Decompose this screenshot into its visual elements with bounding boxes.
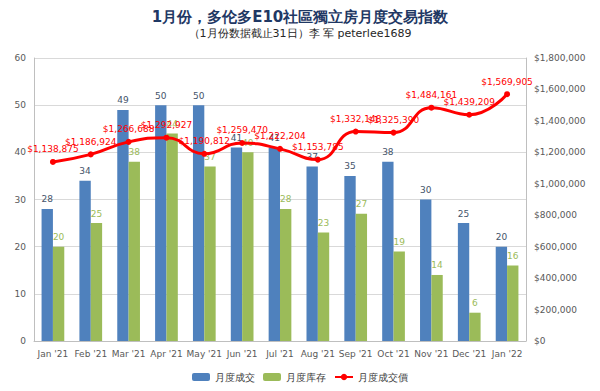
svg-text:30: 30	[420, 185, 432, 195]
svg-text:Sep '21: Sep '21	[339, 349, 373, 359]
svg-text:$1,186,924: $1,186,924	[65, 137, 117, 147]
svg-text:10: 10	[15, 289, 27, 299]
svg-text:Jun '21: Jun '21	[226, 349, 258, 359]
svg-text:40: 40	[15, 147, 27, 157]
svg-text:25: 25	[91, 209, 102, 219]
svg-text:May '21: May '21	[187, 349, 222, 359]
svg-text:Jul '21: Jul '21	[265, 349, 294, 359]
svg-text:60: 60	[15, 53, 27, 63]
svg-text:50: 50	[155, 91, 167, 101]
svg-text:27: 27	[356, 199, 367, 209]
svg-text:0: 0	[20, 336, 26, 346]
svg-text:16: 16	[507, 251, 519, 261]
svg-text:$1,153,785: $1,153,785	[292, 142, 344, 152]
svg-text:37: 37	[204, 152, 216, 162]
svg-text:20: 20	[53, 232, 65, 242]
svg-text:Feb '21: Feb '21	[74, 349, 107, 359]
svg-text:Apr '21: Apr '21	[150, 349, 182, 359]
svg-text:$1,138,875: $1,138,875	[27, 144, 79, 155]
svg-text:$1,400,000: $1,400,000	[534, 116, 586, 126]
svg-text:Dec '21: Dec '21	[452, 349, 486, 359]
svg-text:Oct '21: Oct '21	[377, 349, 409, 359]
svg-text:20: 20	[15, 242, 27, 252]
svg-text:50: 50	[193, 91, 205, 101]
svg-text:19: 19	[393, 237, 405, 247]
svg-text:$800,000: $800,000	[534, 210, 577, 220]
svg-text:Jan '21: Jan '21	[37, 349, 69, 359]
svg-text:$200,000: $200,000	[534, 305, 577, 315]
svg-text:$1,190,812: $1,190,812	[179, 136, 231, 146]
svg-text:$1,332,148: $1,332,148	[329, 114, 382, 125]
svg-text:Jan '22: Jan '22	[491, 349, 523, 359]
svg-text:月度成交: 月度成交	[215, 372, 255, 383]
svg-text:28: 28	[42, 194, 54, 204]
svg-text:50: 50	[15, 100, 27, 110]
svg-text:$1,569,905: $1,569,905	[481, 77, 533, 87]
svg-text:$1,484,161: $1,484,161	[405, 90, 458, 101]
svg-text:$1,325,390: $1,325,390	[368, 115, 420, 125]
svg-text:20: 20	[496, 232, 508, 242]
svg-text:月度成交價: 月度成交價	[358, 372, 408, 383]
svg-text:$0: $0	[534, 336, 546, 346]
svg-text:40: 40	[242, 137, 254, 148]
svg-text:6: 6	[472, 298, 478, 308]
svg-text:38: 38	[382, 147, 394, 157]
svg-text:Mar '21: Mar '21	[112, 349, 146, 359]
svg-text:（1月份数据截止31日）李 军 peterlee1689: （1月份数据截止31日）李 军 peterlee1689	[189, 27, 412, 40]
svg-text:Aug '21: Aug '21	[301, 349, 335, 359]
svg-text:月度库存: 月度库存	[286, 372, 326, 383]
svg-text:$1,800,000: $1,800,000	[534, 53, 586, 63]
svg-text:$400,000: $400,000	[534, 273, 577, 283]
svg-text:28: 28	[280, 194, 292, 204]
svg-text:30: 30	[15, 195, 27, 205]
svg-text:35: 35	[344, 161, 355, 171]
svg-text:37: 37	[306, 152, 318, 162]
svg-text:$1,200,000: $1,200,000	[534, 147, 586, 157]
svg-text:Nov '21: Nov '21	[414, 349, 448, 359]
svg-text:23: 23	[318, 218, 329, 228]
svg-text:$1,259,470: $1,259,470	[216, 125, 268, 136]
svg-text:34: 34	[79, 166, 91, 176]
svg-text:$1,266,688: $1,266,688	[102, 124, 155, 135]
svg-text:$1,292,927: $1,292,927	[141, 120, 193, 130]
svg-text:14: 14	[431, 260, 443, 270]
svg-text:$1,439,209: $1,439,209	[443, 97, 495, 107]
svg-text:1月份，多伦多E10社區獨立房月度交易指数: 1月份，多伦多E10社區獨立房月度交易指数	[152, 8, 450, 26]
svg-text:$1,222,204: $1,222,204	[254, 131, 306, 141]
svg-text:$1,000,000: $1,000,000	[534, 179, 586, 189]
svg-text:38: 38	[129, 147, 141, 157]
svg-text:25: 25	[458, 209, 469, 219]
svg-text:$600,000: $600,000	[534, 242, 577, 252]
svg-text:$1,600,000: $1,600,000	[534, 84, 586, 94]
svg-text:49: 49	[117, 95, 129, 105]
